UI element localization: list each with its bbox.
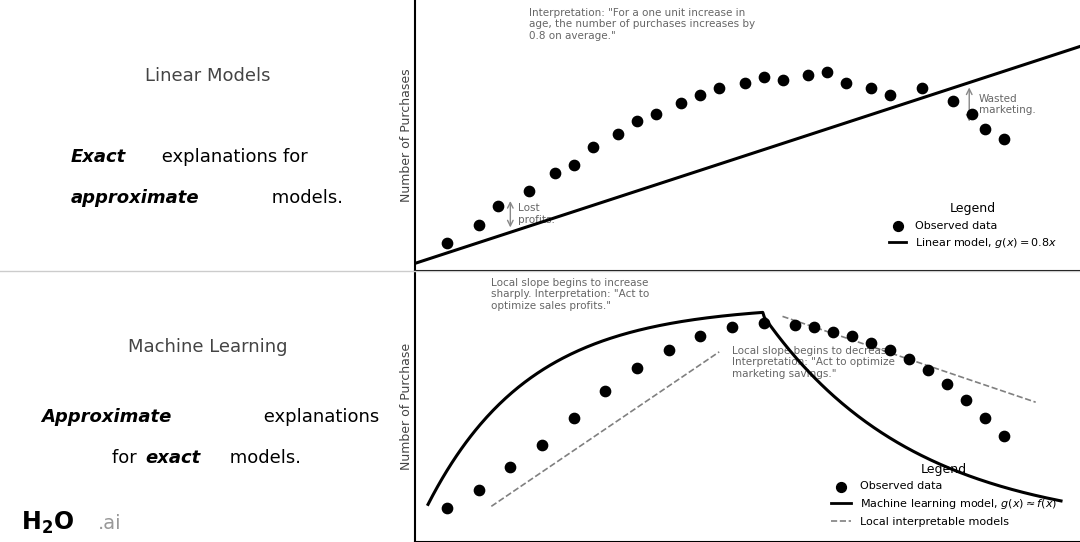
- Point: [863, 339, 880, 347]
- Text: Local slope begins to increase
sharply. Interpretation: "Act to
optimize sales p: Local slope begins to increase sharply. …: [491, 278, 649, 311]
- Point: [521, 186, 538, 195]
- Point: [660, 346, 677, 354]
- Point: [863, 83, 880, 92]
- Point: [824, 327, 841, 336]
- Point: [629, 364, 646, 372]
- Legend: Observed data, Machine learning model, $g(x) \approx f(x)$, Local interpretable : Observed data, Machine learning model, $…: [826, 459, 1062, 531]
- Text: Local slope begins to decrease.
Interpretation: "Act to optimize
marketing savin: Local slope begins to decrease. Interpre…: [732, 346, 896, 379]
- Text: Linear Models: Linear Models: [145, 67, 270, 85]
- Y-axis label: Number of Purchase: Number of Purchase: [400, 343, 413, 470]
- Point: [901, 355, 918, 364]
- Point: [976, 125, 994, 133]
- Text: Exact: Exact: [70, 148, 126, 166]
- Point: [629, 117, 646, 126]
- Point: [609, 130, 626, 139]
- Point: [724, 323, 741, 332]
- Text: $\mathbf{H_2O}$: $\mathbf{H_2O}$: [21, 510, 73, 536]
- Point: [673, 99, 690, 107]
- Point: [806, 323, 823, 332]
- Point: [438, 238, 456, 247]
- Point: [565, 414, 582, 422]
- Point: [786, 321, 804, 330]
- Point: [735, 78, 753, 87]
- Point: [799, 70, 816, 79]
- Point: [963, 109, 981, 118]
- Point: [976, 414, 994, 422]
- Point: [919, 366, 936, 375]
- Point: [565, 161, 582, 170]
- Text: Interpretation: "For a one unit increase in
age, the number of purchases increas: Interpretation: "For a one unit increase…: [529, 8, 755, 41]
- Text: Machine Learning: Machine Learning: [127, 338, 287, 356]
- Point: [996, 431, 1013, 440]
- Point: [647, 109, 664, 118]
- Point: [881, 91, 899, 100]
- Point: [470, 486, 487, 494]
- Point: [546, 169, 564, 177]
- Point: [489, 202, 507, 211]
- Text: Approximate: Approximate: [41, 408, 172, 427]
- Text: for: for: [112, 449, 143, 467]
- Point: [996, 135, 1013, 144]
- Point: [534, 441, 551, 449]
- Text: explanations: explanations: [257, 408, 379, 427]
- Point: [774, 76, 792, 85]
- Point: [881, 346, 899, 354]
- Text: Lost
profits.: Lost profits.: [518, 203, 555, 225]
- Point: [945, 96, 962, 105]
- Point: [837, 78, 854, 87]
- Point: [913, 83, 930, 92]
- Point: [843, 332, 861, 341]
- Text: approximate: approximate: [70, 189, 199, 207]
- Y-axis label: Number of Purchases: Number of Purchases: [400, 69, 413, 202]
- Point: [502, 463, 519, 472]
- Point: [691, 332, 708, 341]
- Text: explanations for: explanations for: [156, 148, 308, 166]
- Point: [958, 396, 975, 404]
- Point: [711, 83, 728, 92]
- Point: [755, 73, 772, 82]
- Point: [939, 379, 956, 388]
- Legend: Observed data, Linear model, $g(x) = 0.8 x$: Observed data, Linear model, $g(x) = 0.8…: [885, 198, 1062, 255]
- Point: [470, 220, 487, 229]
- Text: Wasted
marketing.: Wasted marketing.: [978, 94, 1036, 115]
- Text: models.: models.: [266, 189, 342, 207]
- Point: [819, 68, 836, 76]
- Text: .ai: .ai: [97, 513, 121, 533]
- Point: [691, 91, 708, 100]
- Text: models.: models.: [225, 449, 301, 467]
- Point: [584, 143, 602, 151]
- Text: exact: exact: [146, 449, 201, 467]
- X-axis label: Age: Age: [733, 274, 762, 289]
- Point: [755, 319, 772, 327]
- Point: [596, 386, 613, 395]
- Point: [438, 504, 456, 513]
